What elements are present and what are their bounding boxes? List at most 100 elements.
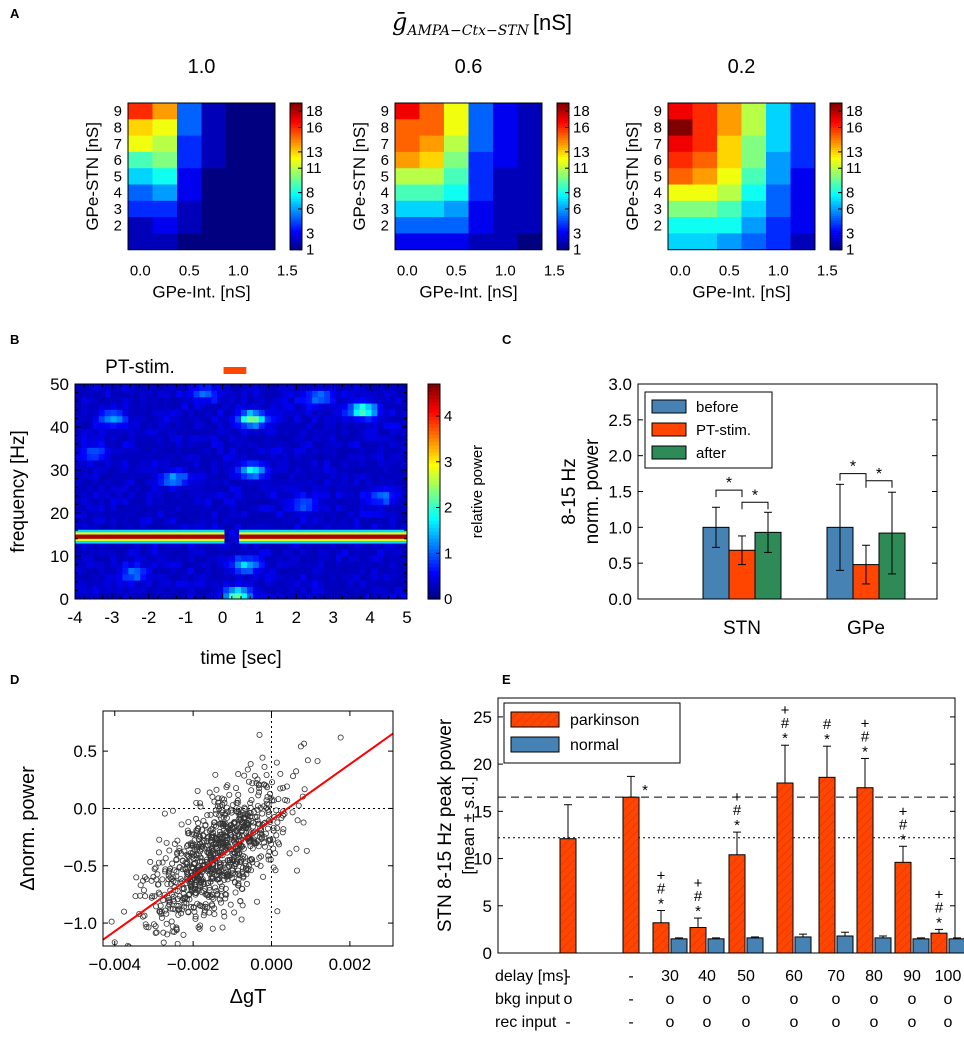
spectrogram-cell	[98, 453, 106, 461]
spectrogram-cell	[294, 434, 301, 442]
spectrogram-cell	[134, 428, 141, 436]
heatmap-colorbar-cell	[830, 171, 842, 175]
heatmap-colorbar-cell	[830, 220, 842, 224]
scatter-point	[205, 867, 212, 874]
spectrogram-cell	[282, 510, 290, 518]
scatter-point	[261, 834, 268, 841]
spectrogram-xlabel: time [sec]	[200, 648, 281, 669]
spectrogram-cell	[335, 561, 343, 568]
scatter-point	[147, 858, 154, 865]
spectrogram-cell	[258, 561, 266, 568]
spectrogram-cell	[122, 510, 129, 518]
spectrogram-cell	[235, 529, 242, 537]
spectrogram-cell	[122, 516, 129, 524]
spectrogram-cell	[104, 453, 112, 461]
scatter-point	[290, 773, 297, 780]
spectrogram-cell	[306, 466, 313, 474]
spectrogram-cell	[217, 567, 224, 575]
spectrogram-colorbar-label: 0	[444, 591, 452, 608]
spectrogram-cell	[282, 485, 290, 493]
scatter-point	[206, 789, 213, 796]
spectrogram-cell	[235, 510, 242, 518]
scatter-point	[202, 821, 209, 828]
spectrogram-cell	[146, 384, 153, 391]
scatter-point	[221, 796, 228, 803]
spectrogram-cell	[98, 510, 106, 518]
spectrogram-cell	[104, 567, 112, 575]
spectrogram-cell	[229, 592, 236, 599]
spectrogram-cell	[110, 586, 118, 594]
bkg-input-cell: -	[628, 991, 633, 1008]
spectrogram-cell	[395, 459, 402, 467]
spectrogram-cell	[329, 516, 337, 524]
spectrogram-cell	[104, 504, 112, 512]
spectrogram-cell	[229, 434, 236, 442]
scatter-point	[231, 838, 238, 845]
spectrogram-cell	[312, 415, 319, 423]
spectrogram-cell	[146, 554, 153, 562]
spectrogram-cell	[175, 390, 183, 398]
scatter-point	[143, 876, 150, 883]
spectrogram-cell	[264, 396, 272, 404]
spectrogram-cell	[347, 510, 355, 518]
spectrogram-cell	[122, 421, 129, 429]
spectrogram-cell	[140, 421, 147, 429]
spectrogram-cell	[401, 516, 407, 524]
spectrogram-cell	[116, 384, 124, 391]
spectrogram-cell	[246, 554, 254, 562]
spectrogram-cell	[163, 497, 171, 505]
spectrogram-cell	[235, 497, 242, 505]
heatmap-ytick: 7	[114, 136, 122, 153]
scatter-point	[217, 820, 224, 827]
spectrogram-cell	[110, 491, 118, 499]
spectrogram-cell	[158, 447, 165, 455]
spectrogram-cell	[146, 434, 153, 442]
scatter-point	[280, 784, 287, 791]
spectrogram-cell	[282, 384, 290, 391]
spectrogram-cell	[140, 497, 147, 505]
scatter-point	[216, 896, 223, 903]
heatmap-colorbar-cell	[830, 120, 842, 124]
spectrogram-cell	[146, 402, 153, 410]
spectrogram-cell	[134, 497, 141, 505]
spectrogram-cell	[347, 384, 355, 391]
heatmap-cell	[668, 233, 693, 251]
spectrogram-cell	[104, 421, 112, 429]
scatter-point	[273, 832, 280, 839]
spectrogram-cell	[146, 472, 153, 480]
scatter-point	[173, 924, 180, 931]
spectrogram-cell	[282, 421, 290, 429]
heatmap-cell	[201, 233, 227, 251]
spectrogram-cell	[288, 580, 295, 587]
spectrogram-cell	[353, 409, 361, 417]
spectrogram-cell	[341, 548, 349, 556]
spectrogram-cell	[75, 592, 82, 599]
spectrogram-cell	[389, 421, 396, 429]
heatmap-colorbar-cell	[290, 110, 302, 114]
heatmap-colorbar-cell	[830, 134, 842, 138]
spectrogram-cell	[193, 554, 201, 562]
scatter-point	[150, 921, 157, 928]
spectrogram-cell	[140, 592, 147, 599]
scatter-point	[180, 931, 187, 938]
heatmap-colorbar-label: 8	[846, 185, 854, 202]
heatmap-ylabel: GPe-STN [nS]	[350, 122, 369, 231]
heatmap-cell	[741, 119, 767, 136]
spectrogram-cell	[347, 554, 355, 562]
spectrogram-cell	[288, 485, 295, 493]
spectrogram-cell	[264, 510, 272, 518]
spectrogram-cell	[353, 453, 361, 461]
scatter-point	[241, 804, 248, 811]
spectrogram-cell	[211, 472, 218, 480]
spectrogram-cell	[92, 497, 100, 505]
heatmap-ylabel: GPe-STN [nS]	[623, 122, 642, 231]
scatter-point	[242, 865, 249, 872]
spectrogram-cell	[306, 434, 313, 442]
scatter-point	[244, 867, 251, 874]
spectrogram-cell	[169, 415, 177, 423]
heatmap-colorbar-cell	[290, 176, 302, 180]
spectrogram-cell	[110, 567, 118, 575]
spectrogram-cell	[80, 497, 88, 505]
scatter-point	[185, 909, 192, 916]
spectrogram-cell	[270, 548, 278, 556]
